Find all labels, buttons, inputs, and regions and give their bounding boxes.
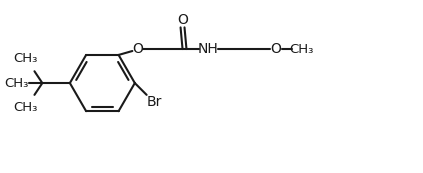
Text: CH₃: CH₃ — [5, 77, 29, 90]
Text: CH₃: CH₃ — [14, 52, 38, 65]
Text: CH₃: CH₃ — [14, 101, 38, 114]
Text: O: O — [177, 12, 188, 26]
Text: NH: NH — [198, 42, 219, 56]
Text: O: O — [271, 42, 281, 56]
Text: O: O — [132, 42, 143, 56]
Text: Br: Br — [147, 95, 162, 109]
Text: CH₃: CH₃ — [289, 43, 314, 56]
